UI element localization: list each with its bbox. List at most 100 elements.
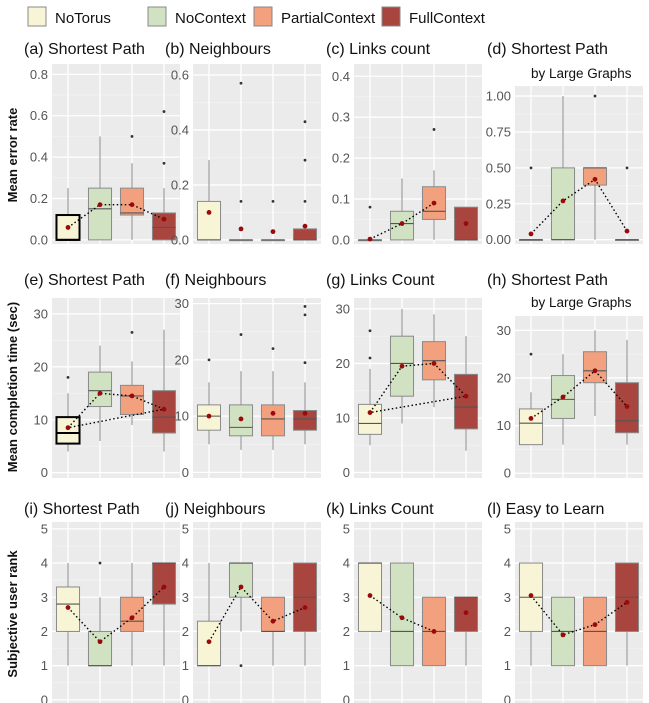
plot-area xyxy=(196,562,318,668)
y-tick-label: 10 xyxy=(34,412,48,427)
outlier-point xyxy=(625,166,629,170)
outlier-point xyxy=(593,94,597,98)
mean-point xyxy=(238,416,244,422)
y-tick-label: 0.3 xyxy=(332,110,350,125)
y-tick-label: 5 xyxy=(343,521,350,536)
y-tick-label: 0.6 xyxy=(30,108,48,123)
mean-point xyxy=(206,209,212,215)
y-tick-label: 0.75 xyxy=(486,124,511,139)
y-tick-label: 5 xyxy=(41,521,48,536)
outlier-point xyxy=(271,200,275,203)
mean-point xyxy=(129,615,135,621)
mean-path xyxy=(369,202,435,240)
outlier-point xyxy=(303,158,307,162)
plot-area xyxy=(357,128,479,242)
y-tick-label: 1.00 xyxy=(486,89,511,104)
y-tick-label: 0.6 xyxy=(171,67,189,82)
y-tick-label: 30 xyxy=(175,296,189,311)
outlier-point xyxy=(239,81,243,85)
panel-subtitle: by Large Graphs xyxy=(531,295,632,310)
outlier-point xyxy=(162,161,166,165)
mean-point xyxy=(528,593,534,598)
mean-point xyxy=(65,425,71,431)
mean-point xyxy=(65,605,71,610)
panel-6: 0 10 20 30 (g) Links Count xyxy=(326,272,482,480)
y-tick-label: 0.0 xyxy=(332,232,350,247)
outlier-point xyxy=(303,200,307,203)
panel-title: (b) Neighbours xyxy=(165,41,271,58)
mean-point xyxy=(206,413,212,419)
box-NoTorus xyxy=(518,408,544,446)
mean-point xyxy=(65,225,71,230)
y-tick-label: 2 xyxy=(182,624,189,639)
y-tick-label: 0 xyxy=(41,692,48,703)
box-PartialContext xyxy=(119,384,145,415)
panel-title: (c) Links count xyxy=(326,41,431,58)
box-FullContext xyxy=(292,228,318,241)
mean-point xyxy=(399,221,405,226)
plot-area xyxy=(55,329,177,452)
box-FullContext xyxy=(292,410,318,431)
mean-point xyxy=(624,228,630,234)
y-tick-label: 4 xyxy=(343,556,350,571)
legend-label-2: PartialContext xyxy=(281,10,376,27)
box-NoContext xyxy=(87,630,113,667)
y-tick-label: 30 xyxy=(497,323,511,338)
panel-subtitle: by Large Graphs xyxy=(531,66,632,81)
box-NoTorus xyxy=(55,416,81,445)
mean-point xyxy=(560,198,566,204)
outlier-point xyxy=(98,561,102,565)
mean-point xyxy=(367,410,373,415)
y-tick-label: 1 xyxy=(504,658,511,673)
mean-point xyxy=(367,236,373,242)
y-tick-label: 10 xyxy=(175,409,189,424)
panel-0: 0.0 0.2 0.4 0.6 0.8 (a) Shortest Path xyxy=(24,41,180,247)
mean-point xyxy=(431,629,437,634)
plot-background xyxy=(515,86,643,244)
mean-point xyxy=(624,404,630,409)
y-tick-label: 0.4 xyxy=(30,150,48,165)
panel-5: 0 10 20 30 (f) Neighbours xyxy=(165,272,321,480)
row-label-1: Mean completion time (sec) xyxy=(5,302,20,472)
panel-9: 0 1 2 3 4 5 (j) Neighbours xyxy=(165,501,321,703)
outlier-point xyxy=(303,313,307,317)
y-tick-label: 3 xyxy=(343,590,350,605)
mean-point xyxy=(528,416,534,421)
mean-path xyxy=(67,586,165,643)
y-tick-label: 3 xyxy=(504,590,511,605)
plot-area xyxy=(518,562,640,667)
y-tick-label: 0.2 xyxy=(171,177,189,192)
panel-title: (f) Neighbours xyxy=(165,272,266,289)
y-tick-label: 20 xyxy=(497,370,511,385)
y-tick-label: 5 xyxy=(504,521,511,536)
legend-label-1: NoContext xyxy=(175,10,247,27)
outlier-point xyxy=(529,352,533,356)
panel-4: 0 10 20 30 (e) Shortest Path xyxy=(24,272,180,480)
y-tick-label: 30 xyxy=(34,306,48,321)
box-PartialContext xyxy=(119,596,145,632)
panel-3: 0.00 0.25 0.50 0.75 1.00 (d) Shortest Path by … xyxy=(486,41,643,247)
y-tick-label: 2 xyxy=(41,624,48,639)
box-PartialContext xyxy=(260,596,286,632)
y-tick-label: 30 xyxy=(336,301,350,316)
plot-area xyxy=(196,305,318,450)
panel-title: (j) Neighbours xyxy=(165,501,265,518)
outlier-point xyxy=(66,376,70,379)
y-tick-label: 2 xyxy=(504,624,511,639)
plot-area xyxy=(357,308,479,451)
box-NoContext xyxy=(389,562,415,667)
mean-point xyxy=(463,221,469,226)
y-tick-label: 4 xyxy=(504,556,511,571)
box-FullContext xyxy=(453,373,479,430)
box-PartialContext xyxy=(582,167,608,186)
box-NoTorus xyxy=(357,403,383,435)
outlier-point xyxy=(303,305,307,308)
panel-title: (l) Easy to Learn xyxy=(487,501,604,518)
box-NoTorus xyxy=(196,200,222,241)
mean-point xyxy=(270,410,276,416)
box-FullContext xyxy=(151,562,177,605)
box-FullContext xyxy=(151,212,177,241)
plot-area xyxy=(55,110,177,241)
y-tick-label: 1 xyxy=(41,658,48,673)
y-tick-label: 0 xyxy=(504,466,511,481)
